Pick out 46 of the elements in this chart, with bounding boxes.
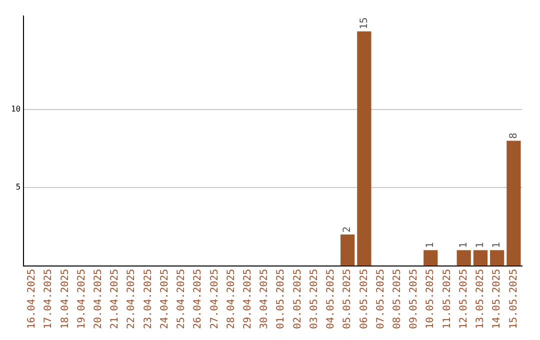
bar bbox=[506, 140, 521, 266]
x-tick-label: 25.04.2025 bbox=[176, 268, 188, 330]
x-tick-label: 20.04.2025 bbox=[92, 268, 104, 330]
bar bbox=[424, 250, 438, 266]
x-tick-label: 22.04.2025 bbox=[126, 268, 138, 330]
x-tick-label: 23.04.2025 bbox=[142, 268, 154, 330]
x-tick-label: 19.04.2025 bbox=[76, 268, 88, 330]
x-tick-label: 16.04.2025 bbox=[26, 268, 38, 330]
x-tick-label: 14.05.2025 bbox=[492, 268, 503, 330]
bar bbox=[357, 31, 372, 266]
bar bbox=[456, 250, 471, 266]
bar bbox=[473, 250, 488, 266]
x-tick-label: 10.05.2025 bbox=[425, 268, 436, 330]
data-label: 15 bbox=[358, 17, 370, 30]
x-tick-label: 02.05.2025 bbox=[292, 268, 304, 330]
x-tick-label: 13.05.2025 bbox=[475, 268, 486, 330]
x-tick-label: 26.04.2025 bbox=[192, 268, 204, 330]
x-tick-label: 04.05.2025 bbox=[326, 268, 337, 330]
data-label: 1 bbox=[425, 242, 436, 248]
x-tick-label: 06.05.2025 bbox=[358, 268, 370, 330]
x-tick-label: 11.05.2025 bbox=[442, 268, 453, 330]
x-tick-label: 01.05.2025 bbox=[276, 268, 287, 330]
x-tick-label: 17.04.2025 bbox=[43, 268, 54, 330]
data-label: 2 bbox=[342, 226, 354, 233]
x-tick-label: 18.04.2025 bbox=[60, 268, 71, 330]
x-tick-label: 05.05.2025 bbox=[342, 268, 354, 330]
data-label: 1 bbox=[458, 242, 470, 248]
x-tick-label: 03.05.2025 bbox=[308, 268, 320, 330]
data-label: 1 bbox=[492, 242, 503, 248]
data-label: 8 bbox=[508, 132, 520, 139]
x-tick-label: 28.04.2025 bbox=[226, 268, 237, 330]
bar bbox=[340, 234, 355, 266]
x-tick-label: 07.05.2025 bbox=[375, 268, 386, 330]
x-tick-label: 21.04.2025 bbox=[110, 268, 121, 330]
x-tick-label: 24.04.2025 bbox=[159, 268, 170, 330]
x-tick-label: 15.05.2025 bbox=[508, 268, 520, 330]
x-tick-label: 12.05.2025 bbox=[458, 268, 470, 330]
x-tick-label: 09.05.2025 bbox=[408, 268, 420, 330]
bar bbox=[490, 250, 504, 266]
x-tick-label: 30.04.2025 bbox=[259, 268, 270, 330]
x-tick-label: 29.04.2025 bbox=[242, 268, 254, 330]
data-label: 1 bbox=[475, 242, 486, 248]
y-tick-label: 5 bbox=[16, 182, 21, 192]
y-tick-label: 10 bbox=[10, 104, 21, 114]
x-tick-label: 27.04.2025 bbox=[209, 268, 220, 330]
x-tick-label: 08.05.2025 bbox=[392, 268, 403, 330]
